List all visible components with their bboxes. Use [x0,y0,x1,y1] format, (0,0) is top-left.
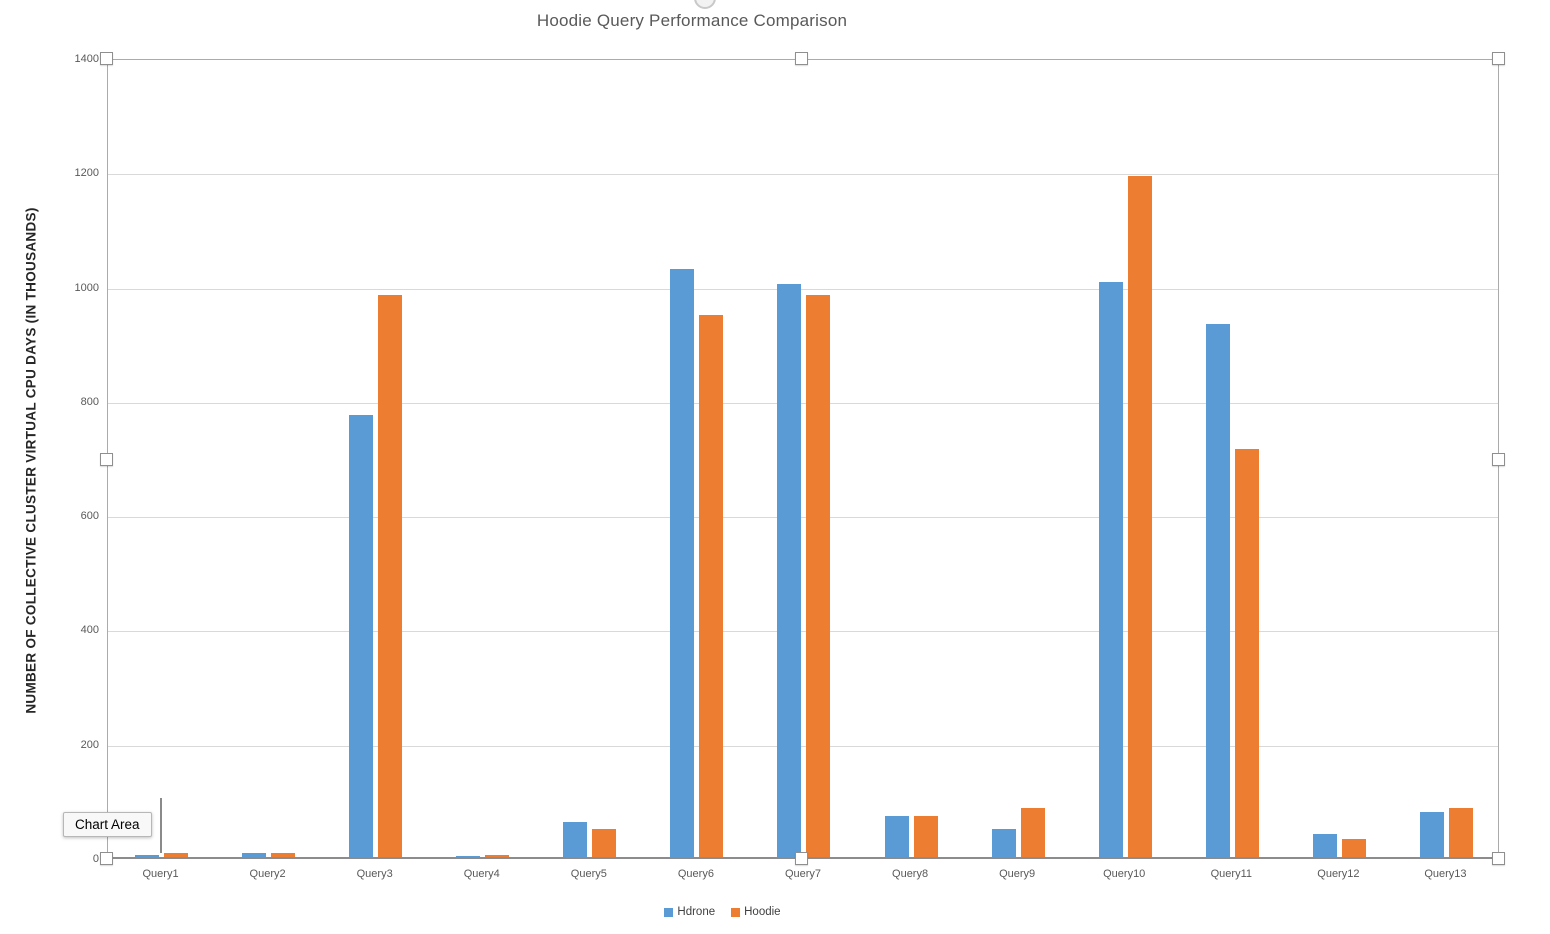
bar-hdrone-query2[interactable] [242,853,267,858]
x-axis-label-query3: Query3 [356,868,393,880]
y-tick-label-600: 600 [80,510,99,523]
bar-group-query12 [1286,60,1393,858]
selection-handle-top-left[interactable] [100,52,113,65]
x-axis-label-query4: Query4 [463,868,500,880]
selection-handle-top-right[interactable] [1492,52,1505,65]
bar-hoodie-query8[interactable] [913,815,938,858]
bar-group-query9 [965,60,1072,858]
x-axis-label-query2: Query2 [249,868,286,880]
bar-hoodie-query10[interactable] [1127,176,1152,858]
chart-title[interactable]: Hoodie Query Performance Comparison [536,11,848,30]
bar-hdrone-query9[interactable] [991,829,1016,858]
y-tick-label-1400: 1400 [74,53,99,65]
bar-group-query5 [536,60,643,858]
selection-handle-bottom-left[interactable] [100,852,113,865]
selection-handle-top-middle[interactable] [795,52,808,65]
bar-hdrone-query6[interactable] [670,269,695,858]
x-axis-label-query1: Query1 [142,868,179,880]
y-tick-label-200: 200 [80,738,99,751]
selection-handle-middle-left[interactable] [100,453,113,466]
bar-hoodie-query3[interactable] [378,295,403,858]
legend-swatch-hoodie [731,907,741,917]
y-tick-label-1000: 1000 [74,281,99,294]
bar-hoodie-query7[interactable] [806,295,831,858]
bar-hdrone-query4[interactable] [456,855,481,858]
plot-area[interactable] [107,59,1499,859]
chart-area-tooltip: Chart Area [63,812,152,837]
legend[interactable]: Hdrone Hoodie [0,906,1445,918]
bar-hoodie-query4[interactable] [485,855,510,858]
bar-hdrone-query11[interactable] [1205,324,1230,858]
x-axis-label-query8: Query8 [892,868,929,880]
selection-handle-bottom-right[interactable] [1492,852,1505,865]
bar-group-query10 [1072,60,1179,858]
bar-hoodie-query13[interactable] [1448,807,1473,858]
bar-hdrone-query10[interactable] [1098,282,1123,858]
x-axis-label-query5: Query5 [570,868,607,880]
legend-label-hoodie: Hoodie [744,906,781,918]
x-axis-label-query13: Query13 [1424,868,1467,880]
bar-hdrone-query12[interactable] [1312,834,1337,858]
bar-hoodie-query12[interactable] [1341,838,1366,858]
x-axis-label-query9: Query9 [999,868,1036,880]
y-tick-label-1200: 1200 [74,167,99,180]
bar-hoodie-query2[interactable] [271,853,296,858]
x-axis-label-query11: Query11 [1210,868,1252,880]
y-tick-label-400: 400 [80,624,99,637]
x-axis-label-query10: Query10 [1103,868,1146,880]
selection-handle-middle-right[interactable] [1492,453,1505,466]
x-axis-label-query7: Query7 [784,868,822,880]
bar-hdrone-query5[interactable] [563,822,588,858]
bar-hoodie-query11[interactable] [1234,449,1259,858]
bar-group-query1 [108,60,215,858]
x-axis-label-query12: Query12 [1317,868,1360,880]
gridline-600 [108,517,1498,519]
mouse-cursor-line [160,798,162,853]
bar-group-query13 [1393,60,1500,858]
gridline-800 [108,402,1498,404]
bar-hdrone-query13[interactable] [1419,811,1444,858]
bar-group-query8 [858,60,965,858]
legend-label-hdrone: Hdrone [677,906,716,918]
bar-group-query4 [429,60,536,858]
gridline-200 [108,745,1498,747]
bar-hoodie-query6[interactable] [699,315,724,858]
bar-hoodie-query9[interactable] [1020,808,1045,858]
bar-group-query6 [643,60,750,858]
bar-hdrone-query8[interactable] [884,815,909,858]
gridline-1000 [108,288,1498,290]
y-tick-label-800: 800 [80,395,99,408]
rotation-handle[interactable] [694,0,716,9]
legend-item-hdrone[interactable]: Hdrone [664,906,715,918]
y-axis-title[interactable]: NUMBER OF COLLECTIVE CLUSTER VIRTUAL CPU… [23,207,39,714]
bar-hdrone-query7[interactable] [777,283,802,858]
x-axis-label-query6: Query6 [677,868,714,880]
bar-hdrone-query3[interactable] [349,415,374,858]
gridline-1200 [108,174,1498,176]
bar-hoodie-query1[interactable] [164,853,189,858]
selection-handle-bottom-middle[interactable] [795,852,808,865]
bar-hoodie-query5[interactable] [592,828,617,858]
bar-group-query7 [750,60,857,858]
legend-swatch-hdrone [664,907,674,917]
bar-group-query11 [1179,60,1286,858]
y-tick-label-0: 0 [92,853,99,865]
legend-item-hoodie[interactable]: Hoodie [731,906,781,918]
bar-group-query2 [215,60,322,858]
bar-hdrone-query1[interactable] [135,855,160,858]
gridline-400 [108,631,1498,633]
bar-group-query3 [322,60,429,858]
